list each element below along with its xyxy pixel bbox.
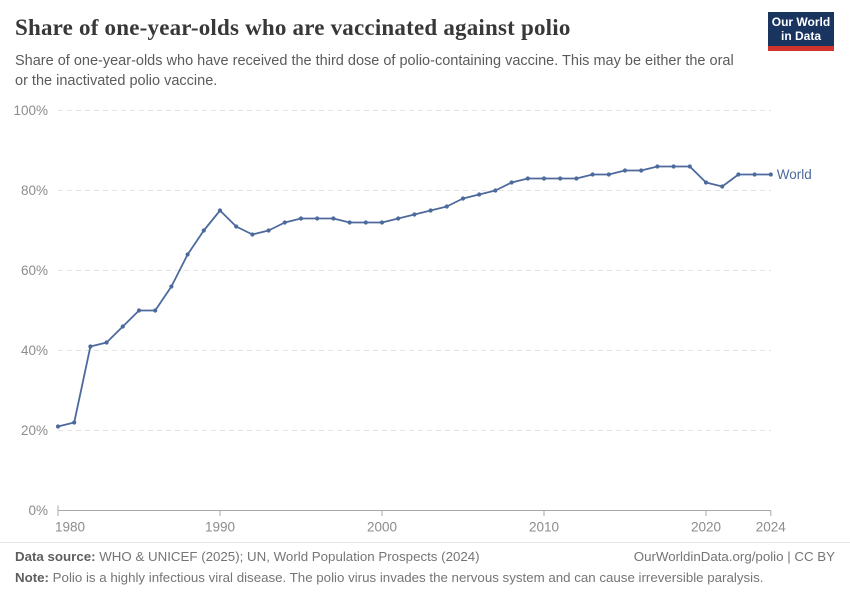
data-point-1983 [104,340,109,345]
chart-subtitle: Share of one-year-olds who have received… [15,53,734,89]
data-point-2010 [541,176,547,181]
data-point-2013 [590,172,595,177]
data-source-line: Data source: WHO & UNICEF (2025); UN, Wo… [15,549,705,564]
page-title: Share of one-year-olds who are vaccinate… [15,15,571,40]
data-point-1997 [331,216,336,221]
data-point-2002 [412,212,417,217]
data-point-2001 [396,216,401,221]
data-point-2018 [671,164,676,169]
x-axis-label-2000: 2000 [367,520,397,535]
data-point-1994 [282,220,287,225]
chart-area: 0% 20% 40% 60% 80% 100% 1980 1990 2000 2010 2020 20… [0,95,850,540]
data-point-1990 [217,208,223,213]
data-point-2021 [720,184,725,189]
data-point-1987 [169,284,174,289]
data-point-1999 [363,220,368,225]
y-axis-label-60: 60% [21,263,48,278]
data-point-1995 [298,216,304,221]
data-source-label: Data source: [15,549,96,564]
data-point-2020 [703,180,709,185]
data-point-2016 [639,168,644,173]
series-line-world [57,165,772,428]
data-point-2005 [460,196,466,201]
data-point-1991 [234,224,239,229]
data-point-2019 [687,164,692,169]
y-axis-label-0: 0% [28,503,48,518]
data-point-2000 [379,220,385,225]
series-label-world[interactable]: World [777,167,812,182]
x-axis-label-2024: 2024 [756,520,787,535]
data-point-2024 [768,172,773,177]
data-point-1981 [72,420,77,425]
x-axis-label-2010: 2010 [529,520,559,535]
data-point-1988 [185,252,190,257]
data-point-2012 [574,176,579,181]
data-point-2023 [752,172,757,177]
data-point-2015 [622,168,628,173]
data-point-1984 [120,324,125,329]
data-point-2007 [493,188,498,193]
owid-logo-line1: Our World [771,15,831,29]
data-point-1985 [136,308,142,313]
data-point-1980 [55,424,61,429]
data-point-2011 [558,176,563,181]
note-text: Polio is a highly infectious viral disea… [48,570,764,585]
x-axis-label-1990: 1990 [205,520,235,535]
data-point-2004 [444,204,449,209]
data-point-2003 [428,208,433,213]
data-point-1996 [315,216,320,221]
data-source-text[interactable]: WHO & UNICEF (2025); UN, World Populatio… [95,549,480,564]
owid-logo-line2: in Data [780,29,821,43]
data-point-2008 [509,180,514,185]
y-axis-label-20: 20% [21,423,48,438]
data-point-2022 [736,172,741,177]
data-point-2014 [606,172,611,177]
data-point-1986 [153,308,158,313]
data-point-1989 [201,228,206,233]
data-point-2017 [655,164,660,169]
chart-footer: Data source: WHO & UNICEF (2025); UN, Wo… [0,542,850,601]
owid-logo-box: Our World in Data [768,12,834,46]
y-axis-label-40: 40% [21,343,48,358]
data-point-1992 [250,232,255,237]
data-point-1993 [266,228,271,233]
owid-logo[interactable]: Our World in Data [768,12,834,51]
note-line: Note: Polio is a highly infectious viral… [15,570,815,585]
owid-link[interactable]: OurWorldinData.org/polio | CC BY [633,549,835,564]
chart-svg: 0% 20% 40% 60% 80% 100% 1980 1990 2000 2010 2020 20… [13,103,812,535]
note-label: Note: [15,570,49,585]
data-point-2009 [525,176,530,181]
x-axis-label-1980: 1980 [55,520,85,535]
data-point-2006 [477,192,482,197]
y-axis-label-100: 100% [13,103,48,118]
y-axis-label-80: 80% [21,183,48,198]
x-axis-label-2020: 2020 [691,520,721,535]
data-point-1998 [347,220,352,225]
data-point-1982 [88,344,93,349]
owid-logo-redbar [768,46,834,51]
